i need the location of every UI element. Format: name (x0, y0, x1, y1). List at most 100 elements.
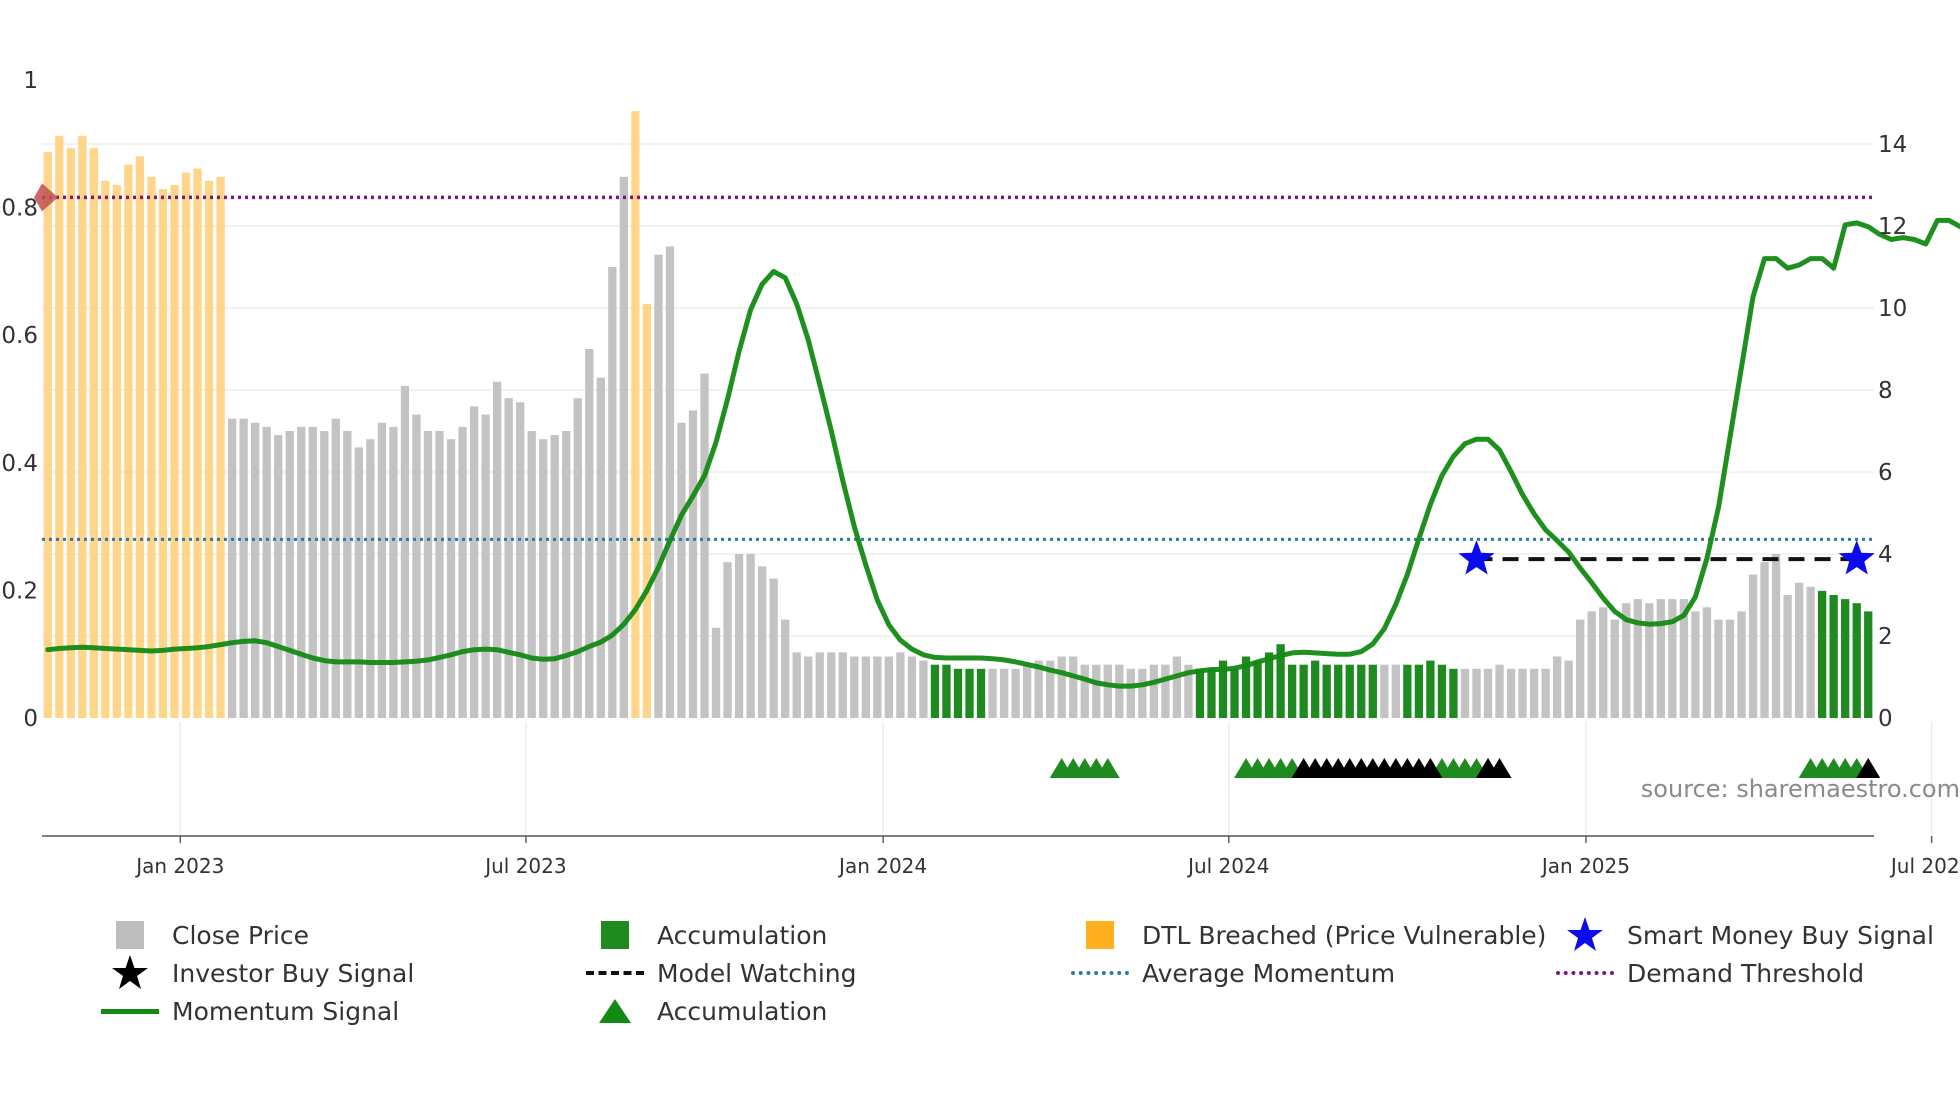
price-bar (746, 554, 755, 718)
price-bar (308, 426, 317, 718)
price-bar (999, 668, 1009, 718)
price-bar (435, 431, 444, 718)
price-bar (1622, 603, 1631, 718)
price-bar (1172, 656, 1182, 718)
green-line-icon (100, 996, 160, 1026)
right-tick-label: 4 (1878, 542, 1893, 568)
legend-label: Average Momentum (1142, 958, 1396, 988)
price-bar (769, 578, 778, 718)
price-bar (1115, 664, 1124, 718)
price-bar (389, 426, 398, 718)
price-bar (181, 172, 191, 718)
price-bar (1069, 656, 1078, 718)
price-bar (262, 426, 271, 718)
price-bar (976, 668, 986, 718)
price-bar (861, 656, 870, 718)
price-bar (1714, 619, 1723, 718)
price-bar (193, 168, 202, 719)
black-star-icon (100, 955, 160, 989)
source-label: source: sharemaestro.com (1641, 775, 1960, 803)
price-bar (377, 422, 387, 718)
left-tick-label: 0.4 (1, 451, 38, 477)
legend-label: Close Price (172, 920, 310, 950)
legend-label: Smart Money Buy Signal (1627, 920, 1934, 950)
price-bar (1691, 611, 1700, 718)
price-bar (1460, 668, 1470, 718)
gray-square-icon (100, 920, 160, 950)
price-bar (400, 385, 410, 718)
demand-threshold-marker (34, 183, 58, 212)
x-tick-label: Jul 2025 (1889, 854, 1960, 878)
price-bar (827, 652, 836, 718)
price-bar (1610, 619, 1619, 718)
price-bar (642, 303, 652, 718)
price-bars (43, 111, 1873, 719)
price-bar (1126, 668, 1135, 718)
x-tick-label: Jul 2023 (483, 854, 566, 878)
price-bar (1506, 668, 1516, 718)
price-bar (285, 431, 294, 718)
price-bar (1829, 595, 1838, 718)
price-bar (251, 422, 260, 718)
x-tick-label: Jan 2023 (134, 854, 224, 878)
price-bar (711, 627, 721, 718)
price-bar (700, 373, 709, 718)
axes: Jan 2023 Jul 2023 Jan 2024 Jul 2024 Jan 2025… (1, 68, 1960, 878)
legend-item-model-watching: Model Watching (585, 958, 857, 988)
price-bar (89, 148, 98, 719)
price-bar (1368, 664, 1377, 718)
x-tick-label: Jan 2025 (1540, 854, 1630, 878)
price-bar (354, 447, 364, 718)
price-bar (1380, 664, 1389, 718)
price-bar (1841, 599, 1850, 718)
price-bar (1334, 664, 1343, 718)
signal-markers (1049, 540, 1881, 778)
accumulation-triangle (1095, 758, 1120, 778)
price-bar (527, 431, 536, 718)
price-bar (1426, 660, 1435, 718)
price-bar (654, 254, 663, 718)
price-bar (170, 185, 179, 718)
price-bar (562, 431, 571, 718)
legend-label: Momentum Signal (172, 996, 400, 1026)
legend-item-accumulation-marker: Accumulation (585, 996, 827, 1026)
price-bar (1668, 599, 1677, 718)
price-bar (1656, 599, 1665, 718)
price-bar (1437, 664, 1447, 718)
price-bar (1345, 664, 1354, 718)
investor-buy-triangle (1856, 758, 1881, 778)
price-bar (1587, 611, 1596, 718)
price-bar (135, 156, 145, 719)
price-bar (1748, 574, 1758, 718)
price-bar (320, 431, 329, 718)
price-bar (1472, 668, 1481, 718)
right-tick-label: 0 (1878, 706, 1893, 732)
blue-dotted-line-icon (1070, 958, 1130, 988)
price-bar (1725, 619, 1735, 718)
price-bar (274, 435, 283, 718)
price-bar (1495, 664, 1504, 718)
price-bar (1564, 660, 1573, 718)
price-bar (343, 431, 352, 718)
price-bar (723, 562, 732, 718)
price-bar (907, 656, 917, 718)
investor-buy-triangle (1418, 758, 1443, 778)
smart-money-star (1458, 540, 1495, 575)
price-bar (1322, 664, 1331, 718)
price-bar (677, 422, 686, 718)
price-bar (1852, 603, 1861, 718)
legend-label: Investor Buy Signal (172, 958, 415, 988)
price-bar (596, 377, 605, 718)
price-bar (1264, 652, 1274, 718)
price-bar (619, 176, 629, 719)
price-bar (1737, 611, 1746, 718)
price-bar (930, 664, 940, 718)
price-bar (953, 668, 963, 718)
price-bar (1287, 664, 1297, 718)
price-bar (101, 180, 110, 718)
price-bar (781, 619, 790, 718)
legend-label: Demand Threshold (1627, 958, 1865, 988)
price-bar (850, 656, 859, 718)
price-bar (1011, 668, 1020, 718)
price-bar (792, 652, 801, 718)
